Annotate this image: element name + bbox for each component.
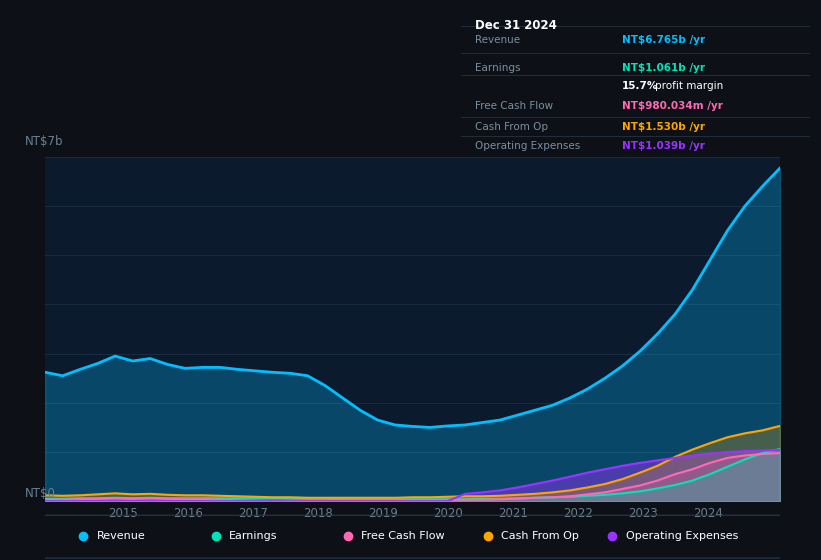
- Text: Cash From Op: Cash From Op: [475, 122, 548, 132]
- Text: Dec 31 2024: Dec 31 2024: [475, 19, 557, 32]
- Text: NT$1.061b /yr: NT$1.061b /yr: [622, 63, 705, 73]
- Text: Earnings: Earnings: [475, 63, 521, 73]
- Text: NT$980.034m /yr: NT$980.034m /yr: [622, 101, 722, 111]
- Text: NT$1.530b /yr: NT$1.530b /yr: [622, 122, 705, 132]
- Text: Free Cash Flow: Free Cash Flow: [361, 531, 445, 541]
- Text: Revenue: Revenue: [475, 35, 521, 45]
- Text: Cash From Op: Cash From Op: [501, 531, 579, 541]
- Text: NT$1.039b /yr: NT$1.039b /yr: [622, 142, 704, 151]
- Text: NT$7b: NT$7b: [25, 136, 63, 148]
- Text: Operating Expenses: Operating Expenses: [626, 531, 738, 541]
- Text: Free Cash Flow: Free Cash Flow: [475, 101, 553, 111]
- Text: profit margin: profit margin: [655, 81, 723, 91]
- Text: Operating Expenses: Operating Expenses: [475, 142, 580, 151]
- Text: NT$6.765b /yr: NT$6.765b /yr: [622, 35, 705, 45]
- Text: NT$0: NT$0: [25, 487, 56, 501]
- Text: 15.7%: 15.7%: [622, 81, 658, 91]
- Text: Revenue: Revenue: [97, 531, 145, 541]
- Text: Earnings: Earnings: [229, 531, 277, 541]
